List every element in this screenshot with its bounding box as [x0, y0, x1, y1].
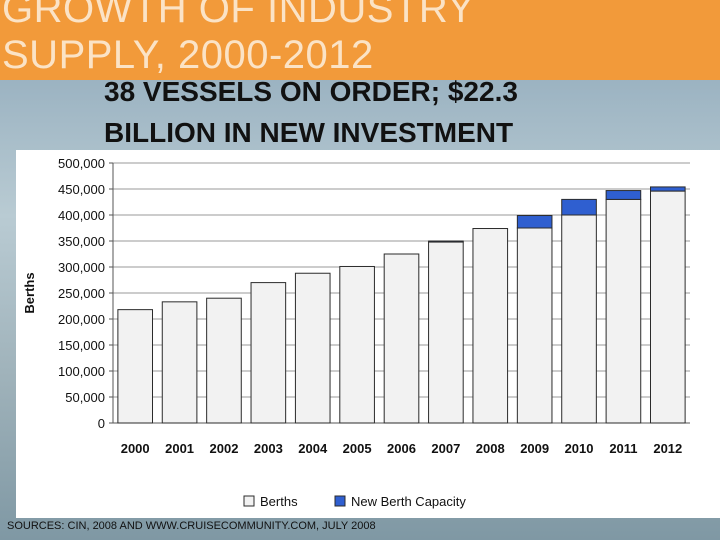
x-tick-label: 2003 [254, 441, 283, 456]
y-tick-label: 250,000 [58, 286, 105, 301]
bar-berths [516, 227, 553, 424]
y-tick-label: 200,000 [58, 312, 105, 327]
x-tick-label: 2006 [387, 441, 416, 456]
bar-berths [649, 190, 686, 424]
y-tick-label: 100,000 [58, 364, 105, 379]
x-tick-label: 2007 [431, 441, 460, 456]
bar-new-capacity [649, 186, 686, 192]
bar-new-capacity [561, 198, 597, 216]
y-tick-label: 50,000 [65, 390, 105, 405]
y-axis-label: Berths [22, 272, 37, 313]
bar-new-capacity [516, 215, 553, 229]
x-tick-label: 2004 [298, 441, 328, 456]
bar-berths [250, 282, 287, 424]
bar-berths [561, 214, 597, 424]
x-tick-label: 2010 [565, 441, 594, 456]
x-tick-label: 2005 [343, 441, 372, 456]
bar-berths [605, 198, 642, 424]
bar-berths [339, 265, 375, 424]
y-tick-label: 450,000 [58, 182, 105, 197]
y-tick-label: 0 [98, 416, 105, 431]
slide-title: GROWTH OF INDUSTRY SUPPLY, 2000-2012 [2, 0, 475, 77]
legend-label-new-capacity: New Berth Capacity [351, 494, 466, 509]
legend-label-berths: Berths [260, 494, 298, 509]
x-tick-label: 2002 [210, 441, 239, 456]
y-tick-label: 500,000 [58, 156, 105, 171]
x-tick-label: 2008 [476, 441, 505, 456]
bar-berths [117, 309, 154, 424]
x-tick-label: 2009 [520, 441, 549, 456]
x-tick-label: 2012 [653, 441, 682, 456]
bar-berths [383, 253, 420, 424]
x-tick-label: 2000 [121, 441, 150, 456]
x-tick-label: 2011 [609, 441, 637, 456]
bar-berths [161, 301, 198, 424]
legend-swatch-new-capacity [334, 495, 346, 507]
x-tick-label: 2001 [165, 441, 194, 456]
slide-subtitle: 38 VESSELS ON ORDER; $22.3 BILLION IN NE… [104, 76, 518, 148]
title-band [0, 0, 720, 80]
bar-berths [294, 272, 331, 424]
y-tick-label: 400,000 [58, 208, 105, 223]
bar-berths [206, 297, 242, 424]
bar-berths [428, 241, 464, 424]
y-tick-label: 300,000 [58, 260, 105, 275]
y-tick-label: 350,000 [58, 234, 105, 249]
bar-berths [472, 228, 509, 424]
source-note: SOURCES: CIN, 2008 AND WWW.CRUISECOMMUNI… [7, 520, 376, 532]
bar-new-capacity [605, 190, 642, 200]
y-tick-label: 150,000 [58, 338, 105, 353]
legend-swatch-berths [243, 495, 255, 507]
bar-new-capacity [428, 240, 464, 243]
